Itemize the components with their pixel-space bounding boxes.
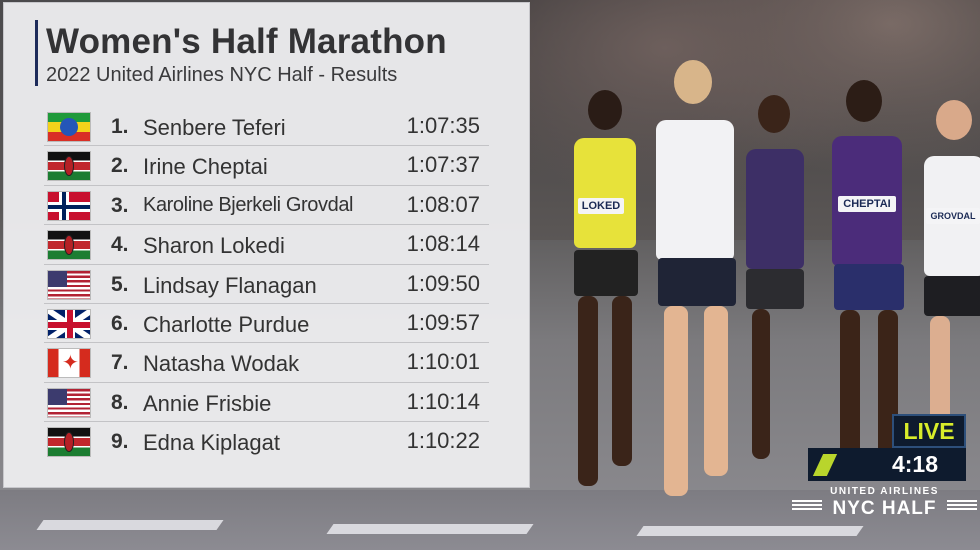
result-time: 1:09:50	[406, 270, 480, 296]
result-place: 5.	[111, 272, 129, 296]
result-name: Karoline Bjerkeli Grovdal	[143, 193, 354, 216]
live-badge: LIVE	[892, 414, 966, 448]
results-list: 1. Senbere Teferi 1:07:35 2. Irine Chept…	[44, 107, 489, 462]
result-row: 8. Annie Frisbie 1:10:14	[44, 383, 489, 423]
result-place: 7.	[111, 351, 129, 375]
bib: LOKED	[578, 198, 624, 214]
clock-accent-bar	[812, 454, 838, 476]
result-name: Irine Cheptai	[143, 154, 268, 180]
logo-wing-right	[947, 500, 977, 502]
result-row: 2. Irine Cheptai 1:07:37	[44, 146, 489, 186]
result-place: 2.	[111, 154, 129, 178]
result-name: Sharon Lokedi	[143, 233, 285, 259]
result-place: 1.	[111, 115, 129, 138]
result-row: 6. Charlotte Purdue 1:09:57	[44, 304, 489, 344]
result-time: 1:10:01	[406, 349, 480, 375]
result-name: Edna Kiplagat	[143, 430, 280, 456]
usa-flag-icon	[47, 387, 91, 418]
kenya-flag-icon	[47, 230, 91, 261]
result-row: 4. Sharon Lokedi 1:08:14	[44, 225, 489, 265]
title-accent-bar	[35, 20, 38, 86]
result-name: Natasha Wodak	[143, 351, 300, 377]
uk-flag-icon	[47, 308, 91, 339]
bib: CHEPTAI	[838, 196, 896, 212]
result-name: Annie Frisbie	[143, 390, 272, 416]
result-time: 1:08:14	[406, 231, 480, 257]
result-place: 4.	[111, 233, 129, 257]
result-time: 1:07:37	[406, 152, 480, 178]
road-marking	[326, 524, 534, 534]
road-marking	[36, 520, 224, 530]
kenya-flag-icon	[47, 427, 91, 458]
road-marking	[636, 526, 864, 536]
canada-flag-icon	[47, 348, 91, 379]
race-clock-time: 4:18	[891, 451, 938, 477]
result-time: 1:10:14	[406, 388, 480, 414]
result-row: 9. Edna Kiplagat 1:10:22	[44, 422, 489, 461]
result-place: 8.	[111, 390, 129, 414]
result-time: 1:09:57	[406, 309, 480, 335]
usa-flag-icon	[47, 269, 91, 300]
board-subtitle: 2022 United Airlines NYC Half - Results	[46, 64, 398, 86]
results-board: Women's Half Marathon 2022 United Airlin…	[3, 2, 530, 488]
result-place: 9.	[111, 430, 129, 454]
sponsor-name: UNITED AIRLINES	[830, 486, 939, 497]
ethiopia-flag-icon	[47, 112, 91, 142]
result-time: 1:07:35	[406, 113, 480, 138]
logo-wing-left	[792, 500, 822, 502]
race-clock: 4:18	[808, 448, 966, 481]
result-name: Lindsay Flanagan	[143, 272, 317, 298]
event-name: NYC HALF	[832, 498, 937, 519]
board-title: Women's Half Marathon	[46, 22, 447, 61]
result-place: 3.	[111, 193, 129, 217]
result-row: 3. Karoline Bjerkeli Grovdal 1:08:07	[44, 186, 489, 226]
event-logo: UNITED AIRLINES NYC HALF	[792, 486, 977, 520]
result-row: 7. Natasha Wodak 1:10:01	[44, 343, 489, 383]
bib: GROVDAL	[926, 208, 980, 224]
result-name: Charlotte Purdue	[143, 311, 310, 337]
kenya-flag-icon	[47, 151, 91, 182]
result-time: 1:08:07	[406, 191, 480, 217]
norway-flag-icon	[47, 190, 91, 221]
result-name: Senbere Teferi	[143, 115, 286, 140]
result-row: 5. Lindsay Flanagan 1:09:50	[44, 265, 489, 304]
result-place: 6.	[111, 311, 129, 335]
result-row: 1. Senbere Teferi 1:07:35	[44, 107, 489, 147]
result-time: 1:10:22	[406, 428, 480, 454]
